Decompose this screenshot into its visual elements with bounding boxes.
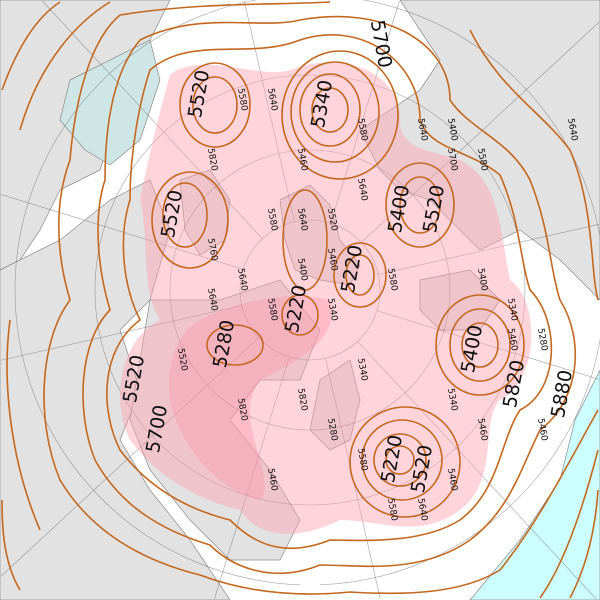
- meridian-line: [330, 0, 400, 224]
- contour-line: [299, 73, 361, 147]
- contour-label: 5640: [565, 118, 579, 143]
- contour-label: 5400: [475, 268, 489, 293]
- contour-label: 5640: [295, 208, 309, 233]
- contour-label: 5640: [265, 88, 279, 113]
- meridian-line: [42, 0, 263, 239]
- latitude-circle: [169, 149, 451, 431]
- contour-line: [345, 254, 375, 296]
- contour-line: [385, 445, 415, 475]
- land-asia-interior: [129, 279, 321, 561]
- contour-label: 5580: [265, 298, 279, 323]
- land-west: [0, 179, 231, 600]
- contour-label: 5580: [475, 148, 489, 173]
- contour-label: 5460: [295, 148, 309, 173]
- contour-line: [461, 322, 499, 368]
- contour-line: [82, 15, 577, 574]
- meridian-line: [361, 22, 600, 243]
- contour-label: 5640: [415, 498, 429, 523]
- contour-label: 5520: [325, 208, 339, 233]
- contour-line: [281, 294, 319, 336]
- contour-label: 5820: [295, 388, 309, 413]
- contour-label: 5340: [445, 388, 459, 413]
- contour-label: 5760: [205, 238, 219, 263]
- contour-label: 5340: [505, 298, 519, 323]
- contour-line: [43, 1, 599, 595]
- meridian-line: [0, 337, 259, 577]
- contour-label: 5460: [535, 418, 549, 443]
- contour-label: 5700: [445, 148, 459, 173]
- contour-label: 5520: [175, 348, 189, 373]
- meridian-line: [378, 223, 600, 275]
- contour-label: 5460: [325, 248, 339, 273]
- contour-label: 5340: [355, 358, 369, 383]
- contour-line: [399, 176, 441, 234]
- latitude-circle: [239, 219, 381, 361]
- contour-label: 5580: [355, 118, 369, 143]
- deep-low-region: [169, 296, 332, 500]
- contour-label: 5640: [235, 268, 249, 293]
- contour-line: [281, 50, 399, 180]
- contour-line: [162, 182, 208, 248]
- contour-label: 5400: [295, 258, 309, 283]
- ocean-highlight: [469, 369, 600, 600]
- contour-line: [311, 87, 349, 133]
- contour-label: 5820: [205, 148, 219, 173]
- contour-line: [151, 171, 229, 269]
- contour-line: [106, 34, 553, 550]
- contour-line: [349, 406, 461, 518]
- land-north-america: [359, 0, 600, 301]
- contour-label: 5280: [535, 328, 549, 353]
- contour-label: 5280: [325, 418, 339, 443]
- contour-label: 5400: [445, 118, 459, 143]
- meridian-line: [243, 0, 295, 222]
- meridian-line: [357, 341, 597, 600]
- contour-line: [282, 189, 328, 291]
- meridian-line: [0, 305, 242, 361]
- contour-line: [361, 419, 443, 501]
- contour-label: 5640: [415, 118, 429, 143]
- contour-line: [385, 162, 455, 248]
- contour-line: [206, 324, 264, 366]
- contour-label: 5580: [355, 448, 369, 473]
- contour-line: [449, 308, 511, 382]
- contour-line: [373, 433, 427, 487]
- contour-label: 5460: [475, 418, 489, 443]
- contour-label: 5640: [205, 288, 219, 313]
- contour-label: 5580: [385, 268, 399, 293]
- contour-line: [6, 1, 599, 599]
- land-greenland: [279, 184, 361, 286]
- latitude-circle: [94, 74, 526, 506]
- contour-label: 5460: [445, 468, 459, 493]
- contour-label: 5340: [325, 298, 339, 323]
- meridian-line: [376, 310, 600, 380]
- contour-line: [435, 294, 525, 396]
- contour-label: 5580: [265, 208, 279, 233]
- contour-label: 5460: [265, 468, 279, 493]
- contour-label: 5820: [235, 398, 249, 423]
- contour-label: 5580: [385, 498, 399, 523]
- contour-label: 5580: [235, 88, 249, 113]
- contour-line: [290, 61, 380, 163]
- contour-line: [333, 242, 387, 308]
- contour-line: [179, 62, 251, 148]
- meridian-line: [0, 194, 244, 270]
- contour-label: 5460: [505, 328, 519, 353]
- contour-label: 5640: [355, 178, 369, 203]
- contour-line: [192, 76, 238, 134]
